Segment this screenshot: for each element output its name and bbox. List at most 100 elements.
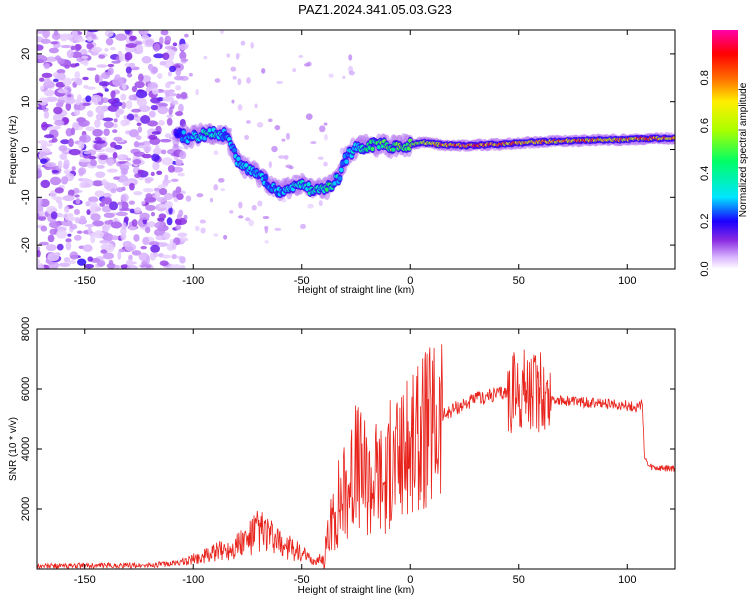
spectrogram-noise-blob bbox=[95, 171, 106, 178]
spectrogram-noise-blob bbox=[213, 233, 219, 237]
spectrogram-noise-blob bbox=[237, 215, 244, 219]
spectrogram-noise-blob bbox=[285, 132, 291, 140]
spectrogram-noise-blob bbox=[142, 237, 150, 246]
spectrogram-noise-blob bbox=[223, 234, 228, 240]
spectrogram-noise-blob bbox=[58, 262, 71, 268]
spectrogram-noise-blob bbox=[112, 151, 118, 159]
spectrogram-noise-blob bbox=[179, 43, 188, 51]
spectrogram-noise-blob bbox=[121, 186, 126, 192]
spectrogram-noise-blob bbox=[245, 217, 251, 222]
spectrogram-noise-blob bbox=[51, 169, 59, 174]
spectrogram-noise-blob bbox=[55, 81, 66, 88]
spectrogram-noise-blob bbox=[171, 100, 179, 106]
spectrogram-noise-blob bbox=[44, 89, 55, 97]
spectrogram-noise-blob bbox=[41, 72, 53, 78]
spectrogram-noise-blob bbox=[230, 66, 237, 72]
spectrogram-noise-blob bbox=[131, 219, 138, 227]
spectrogram-noise-blob bbox=[44, 161, 57, 168]
spectrogram-noise-blob bbox=[79, 158, 91, 163]
spectrogram-noise-blob bbox=[43, 63, 51, 70]
spectrogram-noise-blob bbox=[87, 30, 99, 33]
spectrogram-ylabel: Frequency (Hz) bbox=[8, 116, 19, 185]
spectrogram-noise-blob bbox=[152, 252, 159, 258]
spectrogram-noise-blob bbox=[141, 153, 153, 159]
spectrogram-noise-blob bbox=[102, 226, 110, 233]
colorbar-label: Normalized spectral amplitude bbox=[738, 82, 749, 217]
spectrogram-noise-blob bbox=[56, 243, 64, 251]
spectrogram-noise-blob bbox=[140, 115, 151, 124]
spectrogram-noise-blob bbox=[118, 248, 126, 253]
spectrogram-noise-blob bbox=[100, 249, 108, 254]
spectrogram-noise-blob bbox=[106, 158, 114, 167]
spectrogram-noise-blob bbox=[145, 255, 150, 265]
spectrogram-noise-blob bbox=[133, 141, 140, 148]
spectrogram-noise-blob bbox=[50, 41, 59, 45]
spectrogram-noise-blob bbox=[166, 217, 173, 226]
spectrogram-noise-blob bbox=[67, 94, 72, 98]
spectrogram-noise-blob bbox=[278, 155, 286, 159]
spectrogram-noise-blob bbox=[37, 197, 43, 207]
spectrogram-noise-blob bbox=[159, 138, 172, 143]
spectrogram-noise-blob bbox=[92, 220, 104, 227]
spectrogram-noise-blob bbox=[159, 187, 168, 196]
spectrogram-noise-blob bbox=[111, 235, 119, 241]
spectrogram-noise-blob bbox=[161, 254, 171, 259]
spectrogram-noise-blob bbox=[110, 188, 117, 194]
spectrogram-noise-blob bbox=[145, 204, 156, 211]
spectrogram-noise-blob bbox=[175, 67, 182, 77]
spectrogram-noise-blob bbox=[91, 94, 102, 103]
spectrogram-noise-blob bbox=[134, 173, 141, 179]
spectrogram-noise-blob bbox=[150, 97, 162, 104]
spectrogram-noise-blob bbox=[164, 174, 169, 182]
spectrogram-noise-blob bbox=[104, 147, 117, 153]
snr-plot bbox=[37, 344, 675, 569]
spectrogram-noise-blob bbox=[232, 75, 237, 80]
snr-ytick-label: 2000 bbox=[20, 497, 32, 521]
spectrogram-ridge-core bbox=[344, 159, 349, 164]
spectrogram-noise-blob bbox=[69, 251, 79, 260]
spectrogram-noise-blob bbox=[246, 77, 251, 84]
spectrogram-noise-blob bbox=[37, 263, 45, 269]
spectrogram-noise-blob bbox=[126, 259, 133, 267]
spectrogram-noise-blob bbox=[172, 242, 177, 250]
spectrogram-noise-blob bbox=[127, 73, 133, 78]
spectrogram-noise-blob bbox=[107, 67, 114, 76]
spectrogram-noise-blob bbox=[141, 34, 149, 40]
spectrogram-ridge-core bbox=[306, 182, 311, 187]
colorbar-tick-label: 0.0 bbox=[699, 261, 711, 276]
spectrogram-noise-blob bbox=[57, 88, 69, 94]
spectrogram-noise-blob bbox=[111, 60, 121, 64]
spectrogram-noise-blob bbox=[98, 154, 108, 161]
spectrogram-noise-blob bbox=[53, 30, 59, 37]
spectrogram-noise-blob bbox=[167, 71, 172, 77]
spectrogram-noise-blob bbox=[174, 218, 182, 226]
spectrogram-noise-blob bbox=[175, 224, 182, 231]
spectrogram-noise-blob bbox=[134, 40, 143, 46]
colorbar-tick-label: 0.2 bbox=[699, 214, 711, 229]
spectrogram-noise-blob bbox=[38, 97, 49, 106]
spectrogram-noise-blob bbox=[246, 120, 251, 124]
spectrogram-noise-blob bbox=[82, 177, 89, 184]
spectrogram-noise-blob bbox=[102, 117, 114, 122]
spectrogram-noise-blob bbox=[116, 211, 128, 217]
spectrogram-noise-blob bbox=[157, 184, 167, 189]
spectrogram-noise-blob bbox=[79, 135, 87, 142]
spectrogram-noise-blob bbox=[180, 91, 188, 99]
spectrogram-noise-blob bbox=[68, 148, 81, 156]
spectrogram-noise-blob bbox=[40, 158, 48, 165]
spectrogram-noise-blob bbox=[244, 134, 249, 140]
spectrogram-noise-blob bbox=[125, 43, 137, 48]
spectrogram-noise-blob bbox=[240, 40, 246, 46]
spectrogram-noise-blob bbox=[39, 241, 49, 246]
spectrogram-noise-blob bbox=[342, 75, 346, 80]
spectrogram-noise-blob bbox=[43, 111, 50, 119]
spectrogram-noise-blob bbox=[45, 244, 57, 252]
spectrogram-noise-blob bbox=[65, 241, 72, 251]
spectrogram-noise-blob bbox=[83, 263, 95, 269]
spectrogram-noise-blob bbox=[200, 227, 206, 234]
spectrogram-noise-blob bbox=[79, 49, 88, 56]
spectrogram-noise-blob bbox=[88, 155, 97, 160]
spectrogram-noise-blob bbox=[131, 250, 142, 256]
spectrogram-noise-blob bbox=[323, 134, 328, 141]
spectrogram-ytick-label: 0 bbox=[20, 146, 32, 152]
